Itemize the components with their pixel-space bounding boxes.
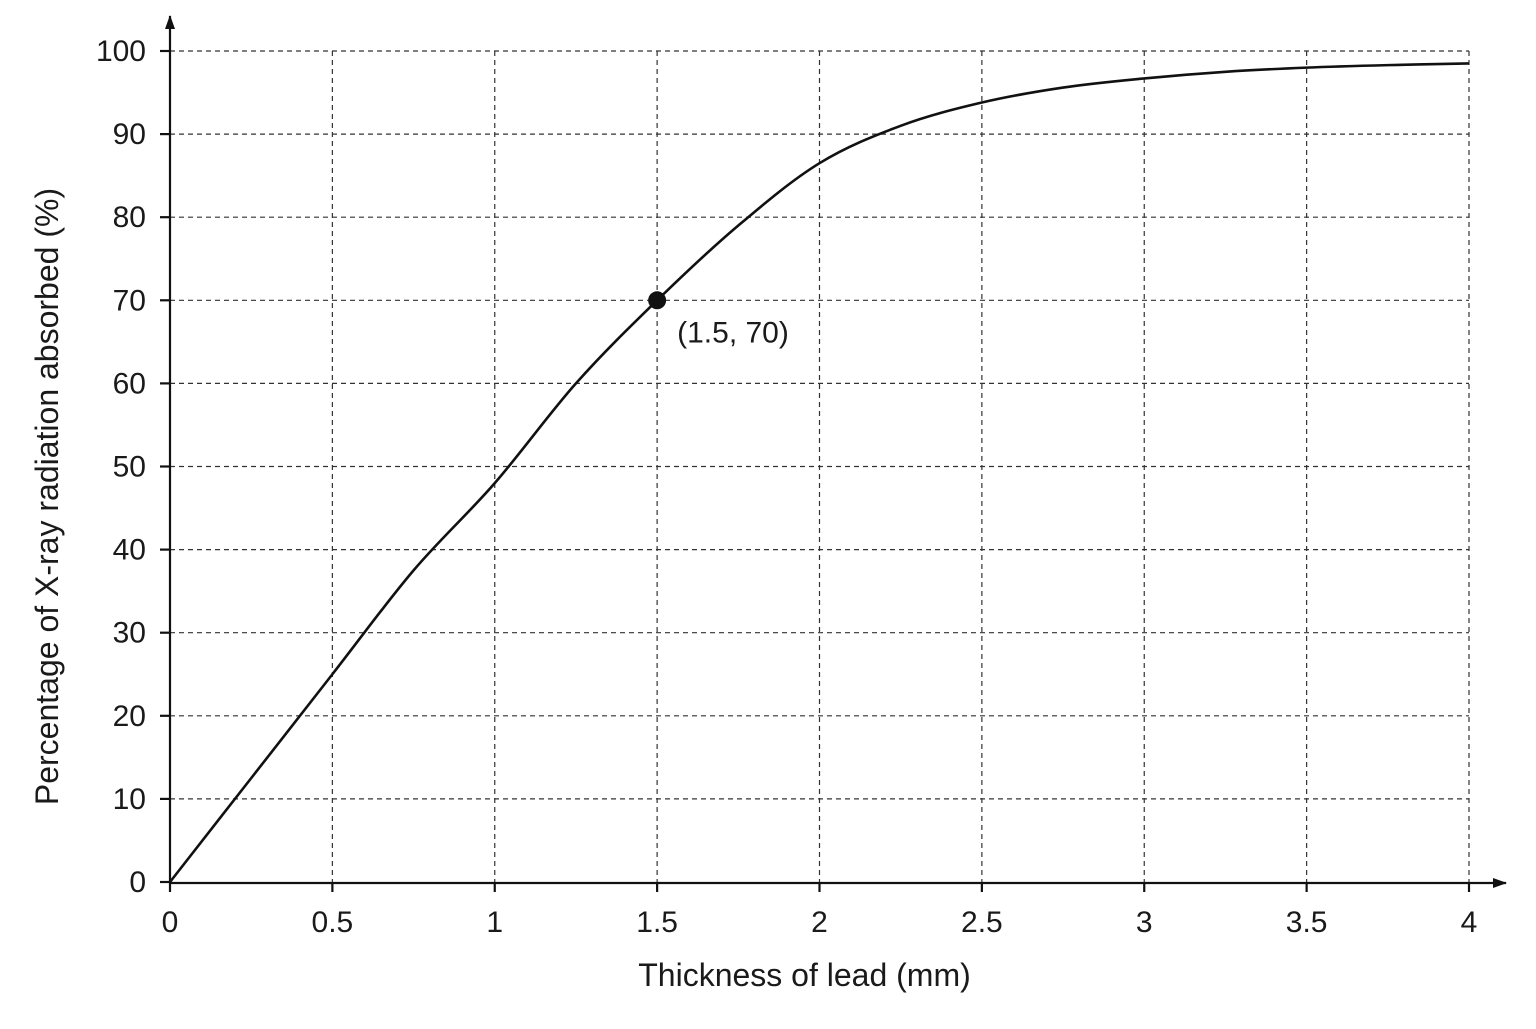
grid	[170, 50, 1470, 882]
y-tick-label: 70	[113, 284, 146, 317]
y-tick-label: 50	[113, 451, 146, 484]
y-tick-label: 10	[113, 783, 146, 816]
series	[168, 62, 1470, 883]
axes	[160, 15, 1507, 892]
y-tick-label: 90	[113, 118, 146, 151]
x-tick-label: 3	[1136, 906, 1153, 939]
annotations: (1.5, 70)	[648, 291, 789, 349]
y-tick-label: 80	[113, 201, 146, 234]
y-tick-label: 0	[129, 866, 146, 899]
x-tick-label: 1.5	[636, 906, 678, 939]
y-tick-label: 60	[113, 367, 146, 400]
highlight-point-marker	[648, 291, 667, 310]
y-tick-label: 20	[113, 700, 146, 733]
x-tick-label: 2.5	[961, 906, 1003, 939]
x-tick-label: 3.5	[1286, 906, 1328, 939]
x-tick-label: 4	[1461, 906, 1478, 939]
y-tick-label: 100	[96, 35, 146, 68]
y-tick-label: 40	[113, 534, 146, 567]
y-tick-label: 30	[113, 617, 146, 650]
x-tick-label: 0.5	[312, 906, 354, 939]
x-axis-title: Thickness of lead (mm)	[638, 957, 971, 993]
series-line	[168, 62, 1470, 883]
x-tick-label: 2	[811, 906, 828, 939]
x-tick-label: 1	[486, 906, 503, 939]
x-tick-label: 0	[162, 906, 179, 939]
y-axis-title: Percentage of X-ray radiation absorbed (…	[29, 188, 65, 805]
highlight-point-label: (1.5, 70)	[677, 316, 789, 349]
